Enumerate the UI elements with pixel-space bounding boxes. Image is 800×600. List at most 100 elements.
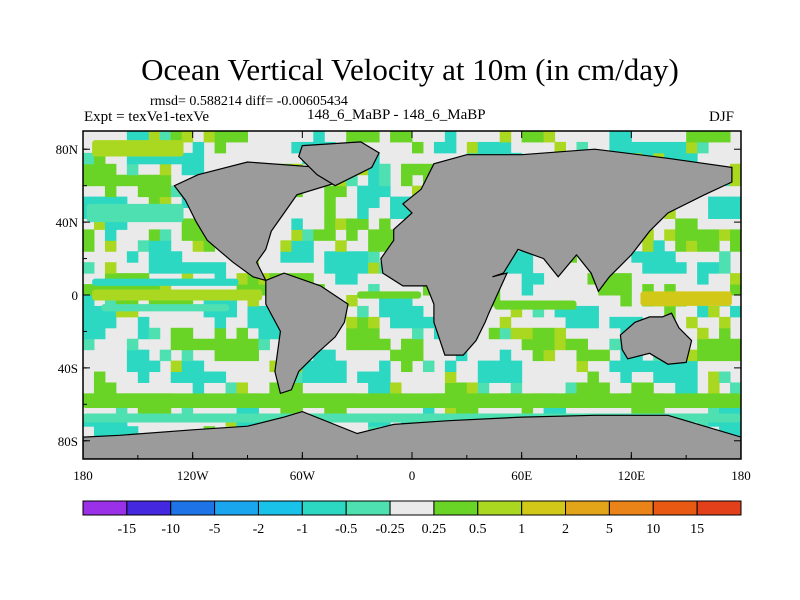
field-cell xyxy=(433,141,446,154)
field-cell xyxy=(214,305,227,318)
field-cell xyxy=(631,404,643,416)
field-cell xyxy=(225,305,238,318)
field-cell xyxy=(104,174,117,187)
field-cell xyxy=(214,316,227,329)
field-cell xyxy=(664,141,676,154)
field-cell xyxy=(477,141,490,154)
field-cell xyxy=(148,327,161,340)
field-cell xyxy=(653,141,665,154)
colorbar-swatch xyxy=(521,500,567,516)
field-cell xyxy=(357,305,369,318)
field-cell xyxy=(368,131,380,143)
field-cell xyxy=(126,163,139,176)
field-cell xyxy=(302,371,314,383)
field-cell xyxy=(730,426,741,438)
colorbar-label: -0.5 xyxy=(335,522,357,537)
field-cell xyxy=(148,404,161,416)
colorbar-label: -15 xyxy=(118,522,137,537)
field-cell xyxy=(390,196,402,209)
field-cell xyxy=(686,152,698,165)
field-cell xyxy=(335,240,347,252)
field-cell xyxy=(346,251,358,263)
field-cell xyxy=(422,316,435,329)
field-cell xyxy=(598,349,610,362)
field-cell xyxy=(346,174,358,187)
field-cell xyxy=(313,229,325,241)
field-cell xyxy=(137,131,150,143)
stats-line: rmsd= 0.588214 diff= -0.00605434 xyxy=(150,94,348,109)
field-cell xyxy=(379,338,391,351)
field-cell xyxy=(554,141,567,154)
field-cell xyxy=(368,327,380,340)
field-cell xyxy=(730,163,741,176)
field-cell xyxy=(83,229,95,241)
field-cell xyxy=(291,141,303,154)
field-cell xyxy=(488,327,501,340)
field-cell xyxy=(104,305,117,318)
field-cell xyxy=(83,327,95,340)
field-cell xyxy=(368,338,380,351)
field-cell xyxy=(247,338,259,351)
field-cell xyxy=(126,152,139,165)
field-cell xyxy=(401,360,413,373)
field-cell xyxy=(258,338,270,351)
field-cell xyxy=(181,218,194,230)
field-cell xyxy=(708,338,720,351)
field-feature-equatorial-pacific-upwelling xyxy=(92,289,263,301)
colorbar-label: 0.25 xyxy=(422,522,447,537)
field-cell xyxy=(675,382,687,394)
field-cell xyxy=(214,338,227,351)
field-cell xyxy=(258,316,270,329)
field-cell xyxy=(466,382,479,394)
field-cell xyxy=(115,295,128,307)
field-cell xyxy=(214,262,227,274)
field-cell xyxy=(291,382,303,394)
field-cell xyxy=(192,229,205,241)
x-tick-label: 180 xyxy=(731,468,751,483)
field-cell xyxy=(401,163,413,176)
field-cell xyxy=(93,196,106,209)
field-cell xyxy=(291,251,303,263)
field-cell xyxy=(313,131,325,143)
field-cell xyxy=(148,240,161,252)
field-cell xyxy=(730,305,741,318)
field-cell xyxy=(664,207,676,219)
field-feature-north-pacific-storm-band xyxy=(86,203,184,223)
field-cell xyxy=(697,141,709,154)
field-cell xyxy=(181,295,194,307)
field-cell xyxy=(192,360,205,373)
field-cell xyxy=(444,360,457,373)
colorbar-label: -2 xyxy=(253,522,265,537)
field-cell xyxy=(83,163,95,176)
x-tick-label: 120W xyxy=(177,468,210,483)
field-cell xyxy=(225,382,238,394)
field-cell xyxy=(620,141,632,154)
field-cell xyxy=(258,284,270,296)
field-cell xyxy=(346,327,358,340)
field-cell xyxy=(181,404,194,416)
field-cell xyxy=(115,404,128,416)
field-cell xyxy=(83,240,95,252)
field-feature-equatorial-indian-upwelling xyxy=(494,300,577,310)
field-cell xyxy=(126,360,139,373)
field-cell xyxy=(554,338,567,351)
field-cell xyxy=(401,316,413,329)
x-tick-label: 60W xyxy=(290,468,316,483)
field-cell xyxy=(631,251,643,263)
field-cell xyxy=(379,240,391,252)
colorbar-swatch xyxy=(170,500,216,516)
field-cell xyxy=(258,305,270,318)
field-cell xyxy=(730,273,741,285)
field-cell xyxy=(412,316,424,329)
field-cell xyxy=(675,229,687,241)
field-cell xyxy=(532,327,545,340)
field-cell xyxy=(444,371,457,383)
field-cell xyxy=(642,382,654,394)
field-cell xyxy=(291,218,303,230)
field-cell xyxy=(719,207,731,219)
field-cell xyxy=(719,404,731,416)
field-cell xyxy=(93,327,106,340)
field-cell xyxy=(192,371,205,383)
field-cell xyxy=(104,316,117,329)
